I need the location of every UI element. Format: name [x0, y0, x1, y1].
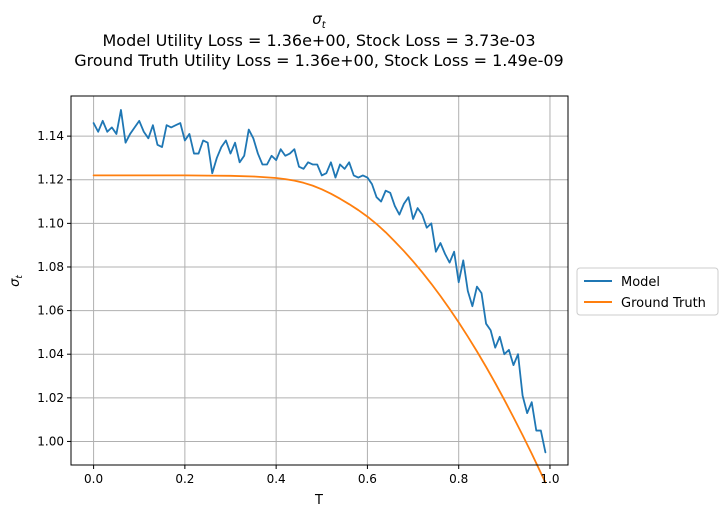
legend-label-model: Model [621, 275, 660, 290]
title-subscript: t [322, 20, 327, 31]
y-tick-label: 1.00 [37, 434, 64, 448]
chart-title-symbol: σt [312, 10, 327, 31]
x-tick-label: 0.2 [175, 472, 194, 486]
y-tick-label: 1.04 [37, 347, 64, 361]
ylabel-symbol: σ [8, 278, 23, 287]
x-tick-label: 0.6 [358, 472, 377, 486]
y-tick-label: 1.14 [37, 129, 64, 143]
y-ticks: 1.00 1.02 1.04 1.06 1.08 1.10 1.12 1.14 [37, 129, 71, 448]
y-tick-label: 1.10 [37, 216, 64, 230]
series-line-ground-truth [92, 174, 547, 484]
chart-title-line-2: Ground Truth Utility Loss = 1.36e+00, St… [74, 51, 563, 70]
y-tick-label: 1.12 [37, 173, 64, 187]
x-tick-label: 0.0 [84, 472, 103, 486]
y-tick-label: 1.02 [37, 391, 64, 405]
ylabel-subscript: t [15, 275, 25, 279]
legend-box [576, 267, 719, 316]
series-layer [92, 109, 547, 484]
x-tick-label: 0.4 [267, 472, 286, 486]
title-symbol: σ [312, 10, 322, 28]
y-tick-label: 1.08 [37, 260, 64, 274]
series-line-model [92, 109, 547, 454]
plot-area: 0.0 0.2 0.4 0.6 0.8 1.0 1.001.021.041.061.081… [37, 95, 569, 486]
y-axis-label: σt [8, 275, 25, 287]
legend: Model Ground Truth [576, 267, 719, 316]
y-tick-label: 1.06 [37, 304, 64, 318]
x-tick-label: 0.8 [449, 472, 468, 486]
chart-title-line-1: Model Utility Loss = 1.36e+00, Stock Los… [103, 31, 536, 50]
grid [71, 96, 568, 465]
x-tick-label: 1.0 [540, 472, 559, 486]
axes-frame [70, 95, 569, 466]
x-axis-label: T [314, 493, 323, 508]
x-ticks: 0.0 0.2 0.4 0.6 0.8 1.0 [84, 465, 560, 486]
legend-label-ground-truth: Ground Truth [621, 296, 706, 311]
